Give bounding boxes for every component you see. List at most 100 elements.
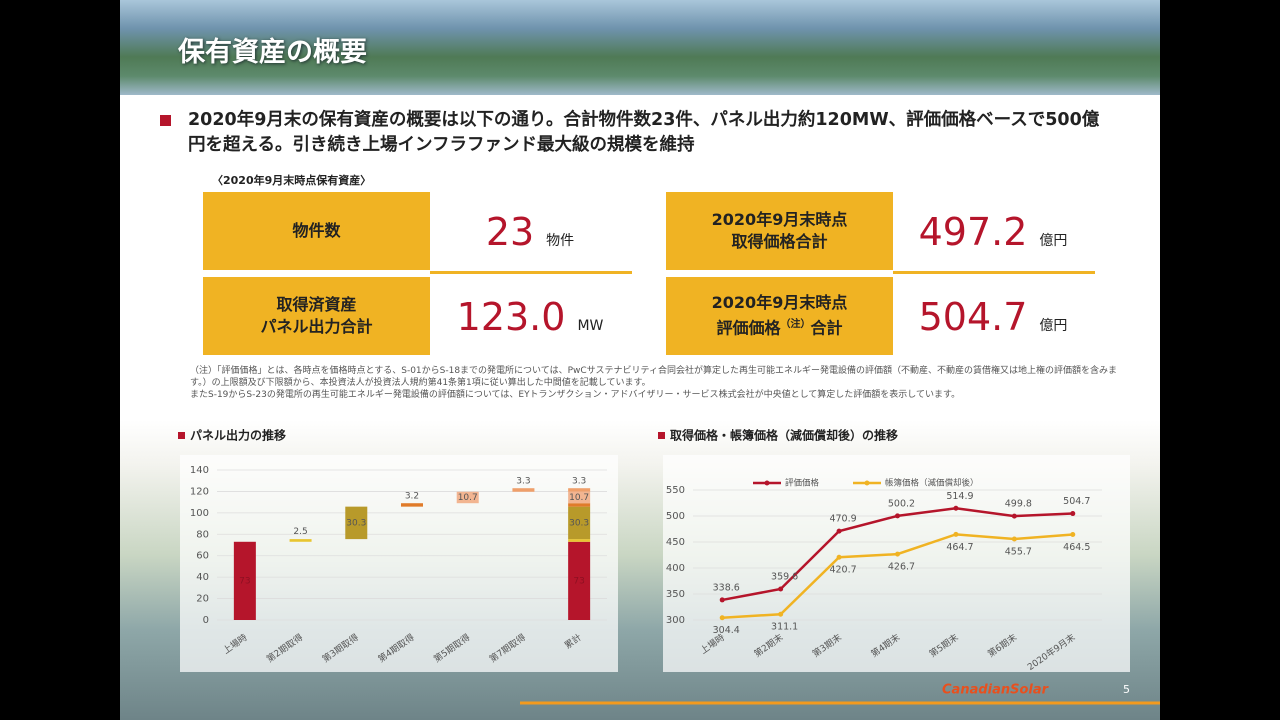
bar-segment xyxy=(568,541,591,620)
kpi-label-line: 2020年9月末時点 xyxy=(712,209,848,231)
slide: 保有資産の概要 2020年9月末の保有資産の概要は以下の通り。合計物件数23件、… xyxy=(120,0,1160,720)
y-tick-label: 80 xyxy=(196,529,209,540)
title-marker xyxy=(178,432,185,439)
kpi-label-line: パネル出力合計 xyxy=(260,316,372,338)
kpi-label-text: 2020年9月末時点 xyxy=(711,293,848,313)
y-tick-label: 350 xyxy=(666,589,685,600)
kpi-label-line: 評価価格（注）合計 xyxy=(716,314,842,339)
data-label: 420.7 xyxy=(829,565,856,576)
kpi-label-text: 合計 xyxy=(810,318,843,338)
kpi-label-text: 2020年9月末時点 xyxy=(711,210,848,229)
kpi-unit: 億円 xyxy=(1039,318,1068,334)
data-label: 426.7 xyxy=(888,562,915,573)
data-label: 2.5 xyxy=(293,527,307,537)
legend-label: 評価価格 xyxy=(785,478,820,489)
y-tick-label: 60 xyxy=(196,551,209,562)
kpi-value: 497.2 億円 xyxy=(893,210,1093,260)
summary: 2020年9月末の保有資産の概要は以下の通り。合計物件数23件、パネル出力約12… xyxy=(188,110,1100,155)
title-marker xyxy=(658,432,665,439)
kpi-label: 物件数 xyxy=(203,192,430,270)
data-label: 338.6 xyxy=(713,582,740,593)
data-label: 30.3 xyxy=(346,518,366,528)
banner: 保有資産の概要 xyxy=(120,0,1160,95)
data-label: 464.7 xyxy=(946,542,973,553)
data-label: 73 xyxy=(239,576,250,586)
bar-segment xyxy=(456,491,479,504)
y-tick-label: 550 xyxy=(666,485,685,496)
legend-label: 帳簿価格（減価償却後） xyxy=(885,478,979,489)
kpi-number: 23 xyxy=(485,210,535,254)
y-tick-label: 100 xyxy=(190,508,209,519)
bar-segment xyxy=(568,539,591,542)
data-label: 514.9 xyxy=(946,491,973,502)
y-tick-label: 300 xyxy=(666,615,685,626)
bar-segment xyxy=(345,506,368,540)
kpi-value: 23 物件 xyxy=(430,210,630,260)
data-label: 30.3 xyxy=(569,518,589,528)
chart-title: パネル出力の推移 xyxy=(190,428,286,443)
data-label: 504.7 xyxy=(1063,496,1090,507)
y-tick-label: 450 xyxy=(666,537,685,548)
bullet xyxy=(160,115,171,126)
kpi-label-text: （注） xyxy=(780,319,811,331)
chart-panel xyxy=(663,455,1130,672)
data-label: 10.7 xyxy=(569,493,589,503)
kpi-label-text: 物件数 xyxy=(292,221,341,240)
kpi-label: 2020年9月末時点 評価価格（注）合計 xyxy=(666,277,893,355)
point xyxy=(1011,513,1017,519)
y-tick-label: 140 xyxy=(190,465,209,476)
bar-segment xyxy=(512,488,535,492)
kpi-unit: 億円 xyxy=(1039,233,1068,249)
data-label: 304.4 xyxy=(713,625,740,636)
y-tick-label: 20 xyxy=(196,594,209,605)
kpi-number: 497.2 xyxy=(918,210,1028,254)
data-label: 455.7 xyxy=(1005,547,1032,558)
point xyxy=(895,551,900,557)
point xyxy=(719,597,725,603)
point xyxy=(953,505,959,511)
kpi-label-line: 2020年9月末時点 xyxy=(712,292,848,314)
point xyxy=(1070,511,1076,517)
bar-segment xyxy=(401,503,423,507)
bar-segment xyxy=(289,539,312,542)
data-label: 3.3 xyxy=(572,476,586,486)
note: （注）「評価価格」とは、各時点を価格時点とする、S-01からS-18までの発電所… xyxy=(190,365,1130,401)
data-label: 499.8 xyxy=(1005,499,1032,510)
point xyxy=(836,528,842,534)
data-label: 3.3 xyxy=(516,476,530,486)
point xyxy=(1011,536,1017,542)
bar-segment xyxy=(568,488,591,492)
y-tick-label: 40 xyxy=(196,572,209,583)
kpi-label-text: 取得価格合計 xyxy=(731,232,828,251)
footer-logo: CanadianSolar xyxy=(942,683,1050,698)
page-number: 5 xyxy=(1123,683,1130,696)
point xyxy=(836,554,842,560)
charts: パネル出力の推移020406080100120140上場時 第2期取得 第3期取得第… xyxy=(178,428,1160,705)
kpi-number: 504.7 xyxy=(918,295,1028,339)
kpi-number: 123.0 xyxy=(456,295,566,339)
data-label: 464.5 xyxy=(1063,542,1090,553)
point xyxy=(953,531,959,537)
kpi-label-line: 取得済資産 xyxy=(276,294,356,316)
data-label: 3.2 xyxy=(405,491,419,501)
y-tick-label: 120 xyxy=(190,486,209,497)
note-line: （注）「評価価格」とは、各時点を価格時点とする、S-01からS-18までの発電所… xyxy=(190,366,1117,388)
kpi-value: 123.0 MW xyxy=(430,295,630,345)
kpi-label-text: 取得済資産 xyxy=(276,295,357,314)
point xyxy=(778,586,784,592)
bar-segment xyxy=(233,541,256,620)
data-label: 73 xyxy=(573,576,584,586)
kpi-label: 2020年9月末時点 取得価格合計 xyxy=(666,192,893,270)
data-label: 311.1 xyxy=(771,622,798,633)
bar-segment xyxy=(568,506,591,540)
data-label: 500.2 xyxy=(888,498,915,509)
data-label: 470.9 xyxy=(829,514,856,525)
kpi-label-line: 取得価格合計 xyxy=(731,231,827,253)
kpi-value: 504.7 億円 xyxy=(893,295,1093,345)
legend-dot xyxy=(764,480,770,486)
kpi-label-line: 物件数 xyxy=(292,220,340,242)
point xyxy=(1070,531,1076,537)
kpi-label-text: パネル出力合計 xyxy=(260,317,373,336)
bar-segment xyxy=(568,491,591,504)
